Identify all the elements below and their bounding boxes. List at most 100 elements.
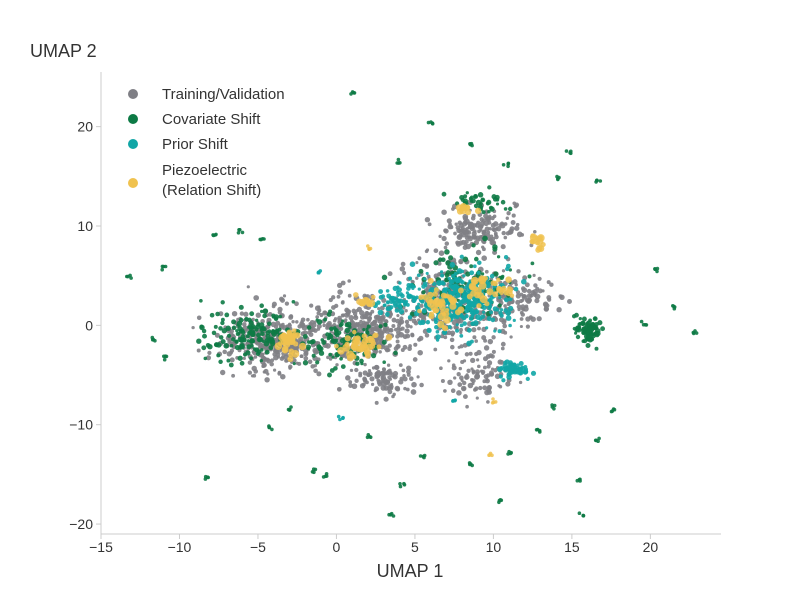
data-point	[287, 355, 294, 363]
data-point	[484, 301, 490, 307]
data-point	[505, 216, 509, 220]
data-point	[459, 327, 463, 332]
data-point	[455, 323, 459, 327]
data-point	[459, 254, 464, 259]
data-point	[483, 345, 490, 351]
data-point	[486, 389, 492, 395]
data-point	[533, 230, 537, 234]
data-point	[386, 363, 391, 367]
data-point	[459, 334, 464, 338]
data-point	[320, 338, 325, 342]
data-point	[493, 329, 497, 333]
data-point	[503, 366, 509, 371]
data-point	[255, 351, 261, 357]
data-point	[459, 323, 464, 328]
data-point	[490, 222, 496, 228]
data-point	[328, 309, 333, 314]
data-point	[345, 375, 351, 381]
data-point	[291, 320, 295, 324]
data-point	[367, 319, 371, 324]
data-point	[432, 298, 441, 308]
data-point	[417, 349, 423, 356]
data-point	[433, 287, 439, 293]
data-point	[386, 300, 390, 305]
data-point	[462, 321, 468, 326]
data-point	[512, 370, 517, 375]
data-point	[499, 290, 504, 296]
data-point	[507, 367, 512, 372]
data-point	[536, 316, 542, 322]
data-point-outlier	[203, 474, 208, 479]
data-point	[388, 377, 393, 381]
data-point	[432, 291, 439, 297]
data-point	[218, 326, 223, 331]
data-point	[600, 326, 606, 332]
data-point	[487, 298, 492, 303]
data-point	[491, 236, 496, 241]
data-point	[462, 380, 467, 386]
data-point	[316, 341, 321, 345]
data-point	[501, 269, 506, 273]
data-point-outlier	[237, 228, 241, 232]
data-point	[508, 297, 513, 302]
data-point	[272, 368, 277, 372]
data-point	[427, 291, 434, 299]
data-point	[486, 316, 492, 322]
data-point	[592, 316, 598, 322]
data-point	[416, 375, 420, 379]
data-point	[281, 345, 289, 353]
data-point	[403, 386, 407, 391]
data-point	[247, 370, 253, 375]
series-0	[191, 199, 572, 409]
data-point	[370, 294, 376, 300]
legend-marker	[128, 89, 138, 99]
data-point	[474, 369, 481, 375]
data-point-outlier	[694, 331, 699, 335]
data-point	[398, 363, 403, 368]
data-point	[377, 307, 381, 311]
data-point	[466, 327, 472, 333]
data-point-outlier	[387, 512, 391, 517]
y-axis-label: UMAP 2	[30, 41, 97, 61]
data-point	[512, 279, 518, 285]
data-point	[497, 329, 502, 334]
data-point	[248, 330, 254, 336]
data-point	[291, 328, 297, 333]
data-point	[465, 209, 472, 216]
data-point	[264, 349, 270, 355]
data-point	[476, 303, 482, 309]
data-point-outlier	[324, 474, 329, 478]
data-point	[575, 334, 581, 340]
data-point	[405, 291, 409, 295]
data-point	[530, 238, 537, 245]
data-point	[495, 307, 500, 312]
data-point	[237, 332, 241, 336]
data-point-outlier	[564, 149, 569, 153]
data-point	[292, 362, 296, 366]
data-point	[408, 276, 413, 281]
data-point	[474, 207, 482, 215]
data-point	[518, 380, 523, 385]
data-point-outlier	[289, 405, 293, 409]
data-point	[473, 309, 479, 315]
data-point	[322, 323, 326, 328]
data-point	[370, 352, 377, 359]
data-point	[397, 320, 403, 326]
data-point	[500, 199, 506, 205]
data-point	[229, 357, 235, 363]
data-point	[256, 332, 261, 338]
data-point	[448, 283, 453, 289]
data-point	[477, 326, 481, 331]
data-point	[271, 304, 276, 309]
data-point	[348, 325, 352, 329]
x-tick-label: −5	[250, 539, 266, 555]
data-point	[396, 314, 400, 318]
data-point	[472, 335, 477, 340]
x-tick-label: 10	[486, 539, 502, 555]
data-point	[482, 385, 488, 391]
data-point	[246, 344, 252, 350]
data-point	[382, 377, 388, 384]
data-point	[253, 295, 260, 301]
data-point	[334, 332, 340, 338]
